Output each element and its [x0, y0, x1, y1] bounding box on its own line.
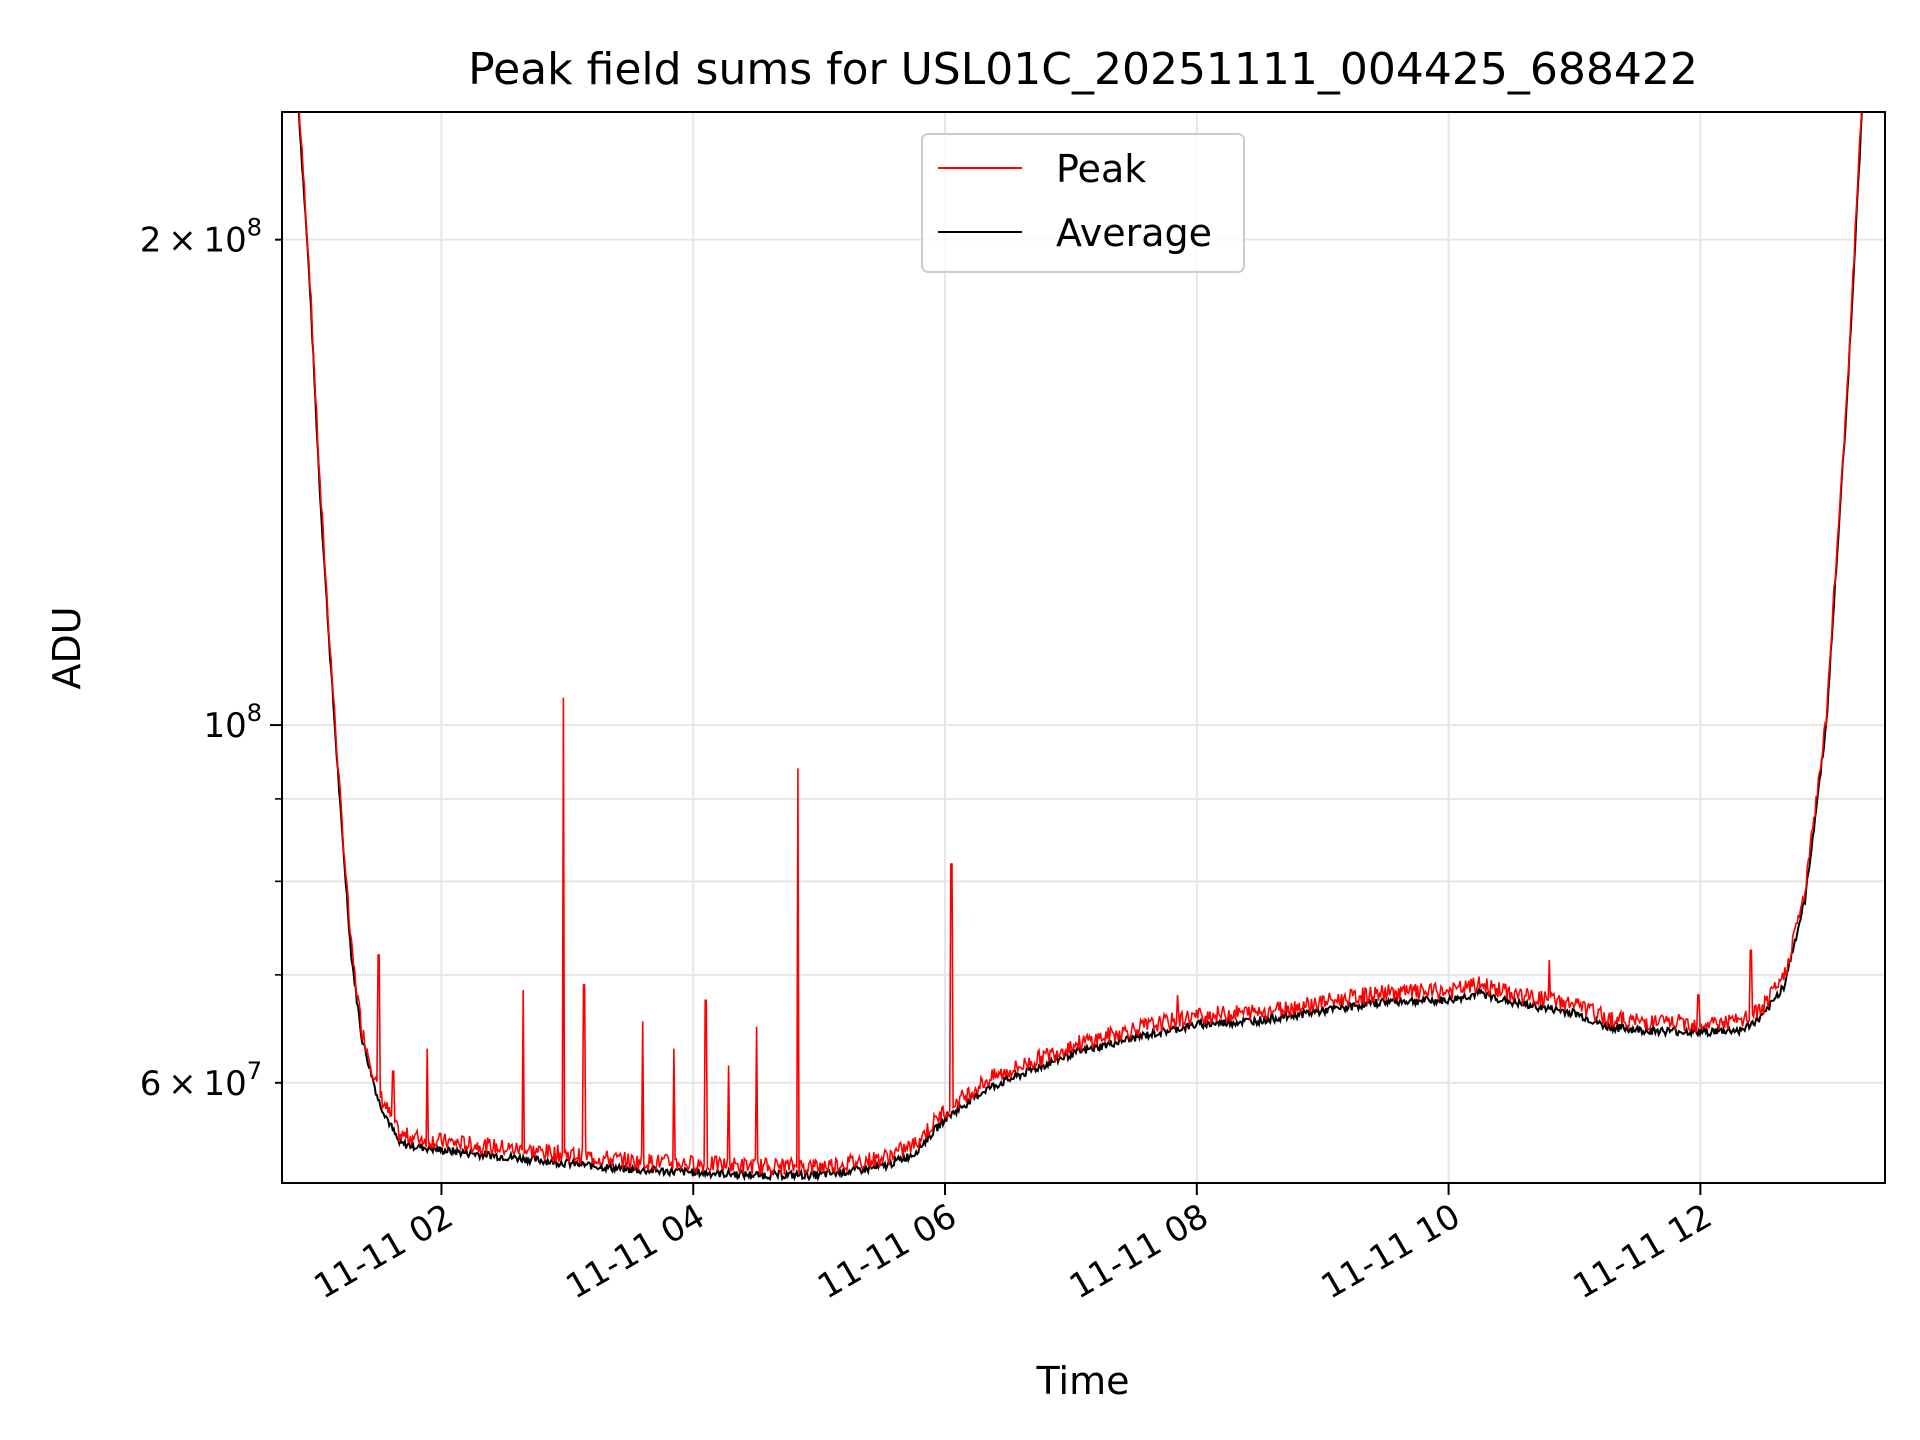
- x-tick-label: 11-11 08: [1063, 1196, 1215, 1307]
- legend-average-label: Average: [1056, 211, 1212, 255]
- series-average-line: [297, 112, 1863, 1182]
- x-tick-label: 11-11 04: [559, 1196, 711, 1307]
- plot-frame: [281, 111, 1886, 1184]
- chart-title: Peak field sums for USL01C_20251111_0044…: [468, 44, 1698, 95]
- legend-peak-label: Peak: [1056, 147, 1146, 191]
- y-axis-label: ADU: [45, 606, 89, 689]
- x-tick-label: 11-11 10: [1315, 1196, 1467, 1307]
- x-axis-label: Time: [1036, 1359, 1130, 1403]
- legend: Peak Average: [921, 133, 1245, 273]
- x-tick-label: 11-11 02: [308, 1196, 460, 1307]
- series-peak-line: [298, 112, 1863, 1176]
- y-axis-ticks: 6 × 107 108 2 × 108: [140, 214, 282, 1104]
- plot-background: [282, 112, 1885, 1183]
- x-tick-label: 11-11 12: [1566, 1196, 1718, 1307]
- y-tick-label: 6 × 107: [140, 1057, 262, 1104]
- x-axis-ticks: 11-11 02 11-11 04 11-11 06 11-11 08 11-11 10…: [308, 1183, 1719, 1307]
- x-tick-label: 11-11 06: [811, 1196, 963, 1307]
- y-tick-label: 108: [203, 699, 262, 746]
- grid-lines: [282, 112, 1885, 1183]
- y-tick-label: 2 × 108: [140, 214, 262, 261]
